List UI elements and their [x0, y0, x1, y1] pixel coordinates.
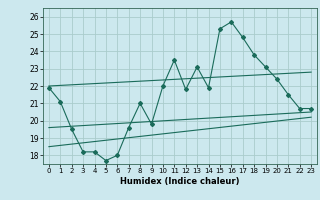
- X-axis label: Humidex (Indice chaleur): Humidex (Indice chaleur): [120, 177, 240, 186]
